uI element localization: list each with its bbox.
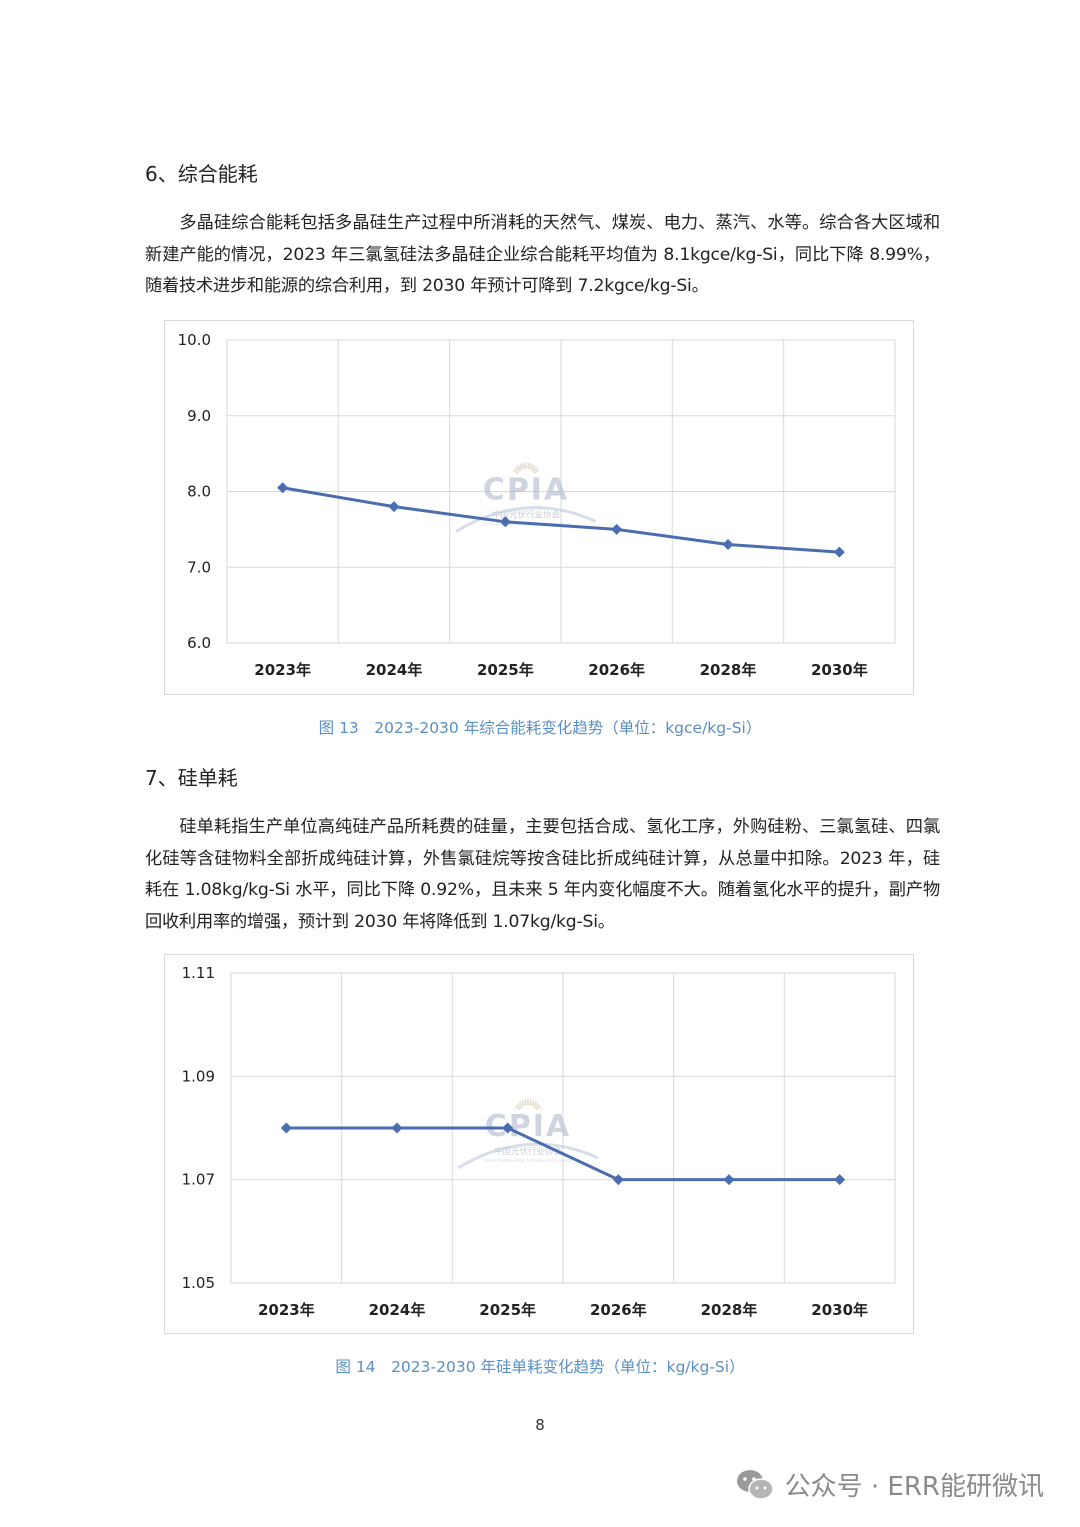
data-point [612,1174,624,1186]
data-point [833,546,845,558]
y-tick-label: 10.0 [178,331,211,349]
watermark-sun-ray [535,1105,542,1111]
figure-13-caption: 图 13 2023-2030 年综合能耗变化趋势（单位：kgce/kg-Si） [318,719,762,737]
data-point [388,501,400,513]
x-tick-label: 2025年 [477,661,534,679]
watermark-sun-ray [522,462,525,469]
watermark-swoosh [455,506,597,533]
x-tick-label: 2026年 [590,1301,647,1319]
energy-consumption-chart-svg: 6.0 7.0 8.0 9.0 10.0 2023年 2024年 2025年 2026年 2028… [178,331,896,679]
y-tick-label: 1.09 [182,1067,215,1085]
x-tick-label: 2026年 [588,661,645,679]
figure-14-caption: 图 14 2023-2030 年硅单耗变化趋势（单位：kg/kg-Si） [335,1358,745,1376]
y-tick-label: 1.11 [182,964,215,982]
page-number: 8 [535,1416,545,1434]
data-point [391,1122,403,1134]
y-tick-label: 7.0 [187,558,211,576]
data-point [834,1174,846,1186]
section-7-heading: 7、硅单耗 [145,766,238,790]
data-point [722,539,734,551]
data-point [611,523,623,535]
x-tick-label: 2023年 [258,1301,315,1319]
silicon-consumption-chart: 1.05 1.07 1.09 1.11 2023年 2024年 2025年 2026年 2028… [164,954,914,1334]
watermark-sun-ray [514,1105,521,1111]
silicon-consumption-chart-svg: 1.05 1.07 1.09 1.11 2023年 2024年 2025年 2026年 2028… [182,964,896,1319]
watermark-sun-ray [532,1101,538,1108]
watermark-sun-ray [524,1099,527,1106]
watermark-sub2-text: China Photovoltaic Industry Association [483,1158,572,1164]
wechat-icon [736,1469,774,1500]
watermark-sun-ray [530,464,536,471]
series-line [286,1126,840,1182]
watermark-swoosh [457,1142,599,1170]
footer-watermark: 公众号 · ERR能研微讯 [735,1466,1044,1503]
y-tick-label: 8.0 [187,483,211,501]
y-tick-label: 9.0 [187,407,211,425]
section-6-paragraph: 多晶硅综合能耗包括多晶硅生产过程中所消耗的天然气、煤炭、电力、蒸汽、水等。综合各… [145,213,940,297]
watermark-sun-ray [519,463,524,470]
series-line [282,486,840,554]
watermark-sun-ray [534,1103,540,1109]
data-point [277,482,289,494]
watermark-sub-text: 中国光伏行业协会 [494,1146,563,1157]
watermark-sun-ray [528,463,533,470]
x-tick-label: 2030年 [811,1301,868,1319]
watermark-sun-ray [518,1101,524,1108]
x-tick-label: 2025年 [479,1301,536,1319]
y-tick-label: 1.05 [182,1274,215,1292]
section-6-heading: 6、综合能耗 [145,162,258,186]
footer-watermark-text: 公众号 · ERR能研微讯 [784,1472,1044,1502]
data-point [502,1122,514,1134]
x-tick-label: 2024年 [369,1301,426,1319]
y-tick-label: 6.0 [187,634,211,652]
watermark-sun-ray [514,466,520,473]
section-7-paragraph: 硅单耗指生产单位高纯硅产品所耗费的硅量，主要包括合成、氢化工序，外购硅粉、三氯氢… [145,817,940,933]
watermark-main-text: CPIA [483,473,569,508]
watermark-sun-ray [533,469,540,474]
watermark-sun-ray [527,462,530,469]
x-tick-label: 2028年 [701,1301,758,1319]
x-tick-label: 2030年 [811,661,868,679]
watermark-sun-ray [530,1099,535,1107]
watermark-sun-ray [516,464,522,471]
y-tick-label: 1.07 [182,1171,215,1189]
watermark-sun-ray [529,1099,532,1106]
watermark-sun-ray [516,1103,522,1109]
energy-consumption-chart: 6.0 7.0 8.0 9.0 10.0 2023年 2024年 2025年 2026年 2028… [164,320,914,695]
x-tick-label: 2028年 [700,661,757,679]
watermark-sun-ray [521,1099,526,1107]
watermark-sun-ray [532,466,538,473]
watermark-sun-ray [512,469,519,474]
watermark-sub-text: 中国光伏行业协会 [492,510,561,521]
data-point [723,1174,735,1186]
data-point [280,1122,292,1134]
x-tick-label: 2024年 [366,661,423,679]
x-tick-label: 2023年 [254,661,311,679]
data-point [499,516,511,528]
